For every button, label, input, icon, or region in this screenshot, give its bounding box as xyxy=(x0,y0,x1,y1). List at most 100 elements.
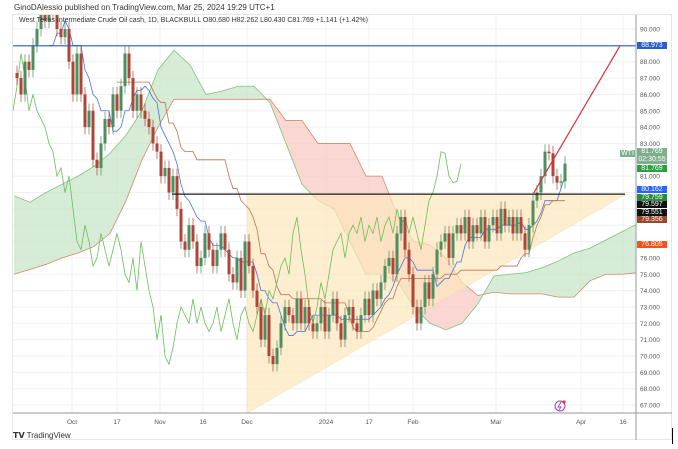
candle-body xyxy=(239,257,243,291)
candle-body xyxy=(251,266,255,291)
candle-body xyxy=(511,217,515,234)
candle-body xyxy=(123,53,127,87)
candle-body xyxy=(523,233,527,250)
candle-body xyxy=(275,347,279,365)
price-tag-value: 79.759 xyxy=(641,193,663,201)
candle-body xyxy=(47,15,51,21)
candle-body xyxy=(195,241,199,267)
bar-countdown: 02:30:55 xyxy=(638,156,666,163)
chikou-span-line xyxy=(13,53,462,366)
candle-body xyxy=(52,0,55,13)
ichimoku-cloud-segment xyxy=(318,143,334,209)
candle-body xyxy=(23,61,27,95)
ichimoku-cloud-segment xyxy=(622,224,636,275)
candle-body xyxy=(351,306,355,324)
candle-body xyxy=(487,225,491,242)
y-tick-label: 73.000 xyxy=(640,304,660,311)
candle-body xyxy=(107,118,111,128)
y-tick-label: 70.000 xyxy=(640,354,660,361)
publisher-line: GinoDAlessio published on TradingView.co… xyxy=(14,3,275,12)
candle-body xyxy=(307,306,311,324)
candle-body xyxy=(367,298,371,316)
x-tick-label: Nov xyxy=(154,419,166,426)
candle-body xyxy=(527,225,531,250)
candle-body xyxy=(75,53,79,95)
candle-body xyxy=(431,274,435,299)
candle-body xyxy=(287,306,291,316)
candle-body xyxy=(435,249,439,275)
candle-body xyxy=(459,225,463,234)
x-tick-label: Mar xyxy=(490,419,502,426)
candle-body xyxy=(359,315,363,332)
x-tick-label: 16 xyxy=(619,419,627,426)
candle-body xyxy=(507,217,511,226)
candle-body xyxy=(379,282,383,299)
candle-body xyxy=(331,298,335,316)
candle-body xyxy=(319,306,323,324)
candle-body xyxy=(323,306,327,332)
price-tag-chikou: 79.759 xyxy=(637,193,667,201)
price-tag-value: 88.973 xyxy=(641,42,663,50)
candle-body xyxy=(519,217,523,234)
tradingview-logo[interactable]: TV TradingView xyxy=(13,431,71,440)
candle-body xyxy=(411,274,415,307)
candle-body xyxy=(535,192,539,201)
y-tick-label: 84.000 xyxy=(640,125,660,132)
candle-body xyxy=(383,266,387,283)
candle-body xyxy=(555,176,559,183)
trend-projection-line xyxy=(532,45,621,195)
candle-body xyxy=(515,217,519,234)
chart-frame xyxy=(12,14,672,440)
y-tick-label: 72.000 xyxy=(640,321,660,328)
candle-body xyxy=(547,151,551,154)
candle-body xyxy=(491,217,495,226)
ichimoku-cloud-segment xyxy=(302,120,318,201)
y-tick-label: 90.000 xyxy=(640,27,660,34)
price-tag-value: 79.356 xyxy=(641,216,663,224)
candle-body xyxy=(203,233,207,258)
candle-body xyxy=(371,290,375,316)
y-tick-label: 87.000 xyxy=(640,76,660,83)
y-tick-label: 88.000 xyxy=(640,59,660,66)
symbol-label: WTI xyxy=(620,150,635,157)
candle-body xyxy=(159,151,163,177)
candle-body xyxy=(311,323,315,332)
candle-body xyxy=(339,323,343,340)
ichimoku-cloud-segment xyxy=(494,274,510,294)
candle-body xyxy=(335,298,339,324)
candle-body xyxy=(39,15,43,29)
ichimoku-cloud-segment xyxy=(62,176,78,258)
candle-body xyxy=(31,45,35,70)
candle-body xyxy=(479,217,483,234)
candle-body xyxy=(299,298,303,324)
ichimoku-cloud-segment xyxy=(190,64,206,100)
candle-body xyxy=(83,94,87,128)
candle-body xyxy=(403,217,407,250)
lightning-icon-glyph xyxy=(557,401,562,411)
candle-body xyxy=(111,94,115,128)
candle-body xyxy=(563,163,567,182)
candle-body xyxy=(235,257,239,283)
price-tag-res1: 79.597 xyxy=(637,201,667,209)
ichimoku-cloud-segment xyxy=(126,110,142,201)
notification-dot xyxy=(562,400,566,404)
x-tick-label: Oct xyxy=(67,419,77,426)
candle-body xyxy=(303,306,307,324)
price-tag-value: 81.769 xyxy=(641,164,663,172)
candle-body xyxy=(35,29,39,46)
tv-logo-icon: TV xyxy=(13,431,25,440)
symbol-legend: West Texas Intermediate Crude Oil cash, … xyxy=(19,17,368,24)
y-tick-label: 76.000 xyxy=(640,255,660,262)
x-tick-label: 17 xyxy=(365,419,373,426)
x-tick-label: Dec xyxy=(241,419,253,426)
y-tick-label: 86.000 xyxy=(640,92,660,99)
candle-body xyxy=(91,110,95,160)
ichimoku-cloud-segment xyxy=(30,192,46,270)
candle-body xyxy=(347,306,351,316)
candle-body xyxy=(119,86,123,111)
kijun-sen-line xyxy=(117,81,565,332)
candle-body xyxy=(187,225,191,250)
candle-body xyxy=(59,29,63,38)
candle-body xyxy=(175,176,179,209)
